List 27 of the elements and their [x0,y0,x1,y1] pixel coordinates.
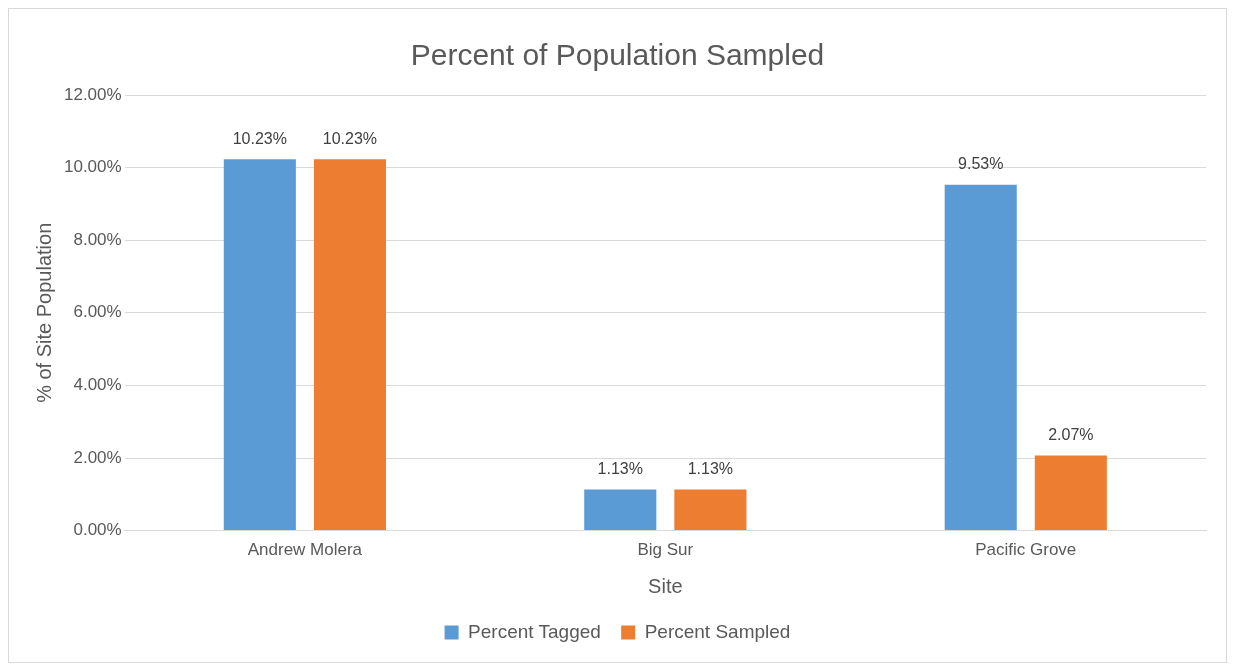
y-axis-title: % of Site Population [32,222,55,403]
legend-label: Percent Sampled [644,620,791,642]
y-tick-label: 10.00% [63,157,122,177]
data-label: 10.23% [322,129,378,147]
y-tick-label: 6.00% [73,302,122,322]
data-label: 2.07% [1048,425,1094,443]
data-label: 10.23% [232,129,287,147]
y-tick-label: 0.00% [73,520,122,540]
data-label: 9.53% [958,155,1004,173]
bar [223,159,296,531]
data-label: 1.13% [597,459,643,477]
y-tick-label: 2.00% [73,447,122,467]
y-tick-label: 4.00% [73,375,122,395]
x-tick-label: Pacific Grove [975,540,1077,560]
bar [313,159,386,531]
x-tick-label: Andrew Molera [247,540,363,560]
bar [1034,455,1107,531]
bar [674,489,747,531]
chart-title: Percent of Population Sampled [410,38,825,72]
y-tick-label: 8.00% [73,229,122,249]
data-label: 1.13% [687,459,734,477]
x-axis-title: Site [648,574,683,597]
x-tick-label: Big Sur [637,540,694,560]
bar [584,489,657,531]
legend-label: Percent Tagged [468,620,601,642]
y-tick-label: 12.00% [63,84,122,104]
bar [944,184,1017,531]
